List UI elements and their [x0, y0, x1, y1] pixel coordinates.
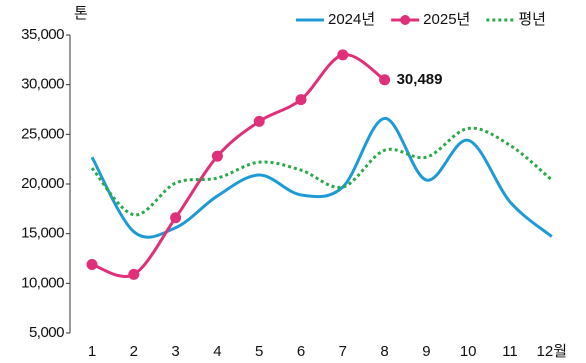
marker: [337, 49, 349, 61]
y-unit: 톤: [74, 5, 88, 22]
marker: [86, 258, 98, 270]
value-label: 30,489: [397, 71, 443, 88]
marker: [253, 115, 265, 127]
x-tick-label: 12월: [537, 343, 568, 360]
legend-label: 2025년: [423, 11, 470, 28]
x-tick-label: 3: [171, 343, 179, 360]
marker: [295, 94, 307, 106]
marker: [170, 212, 182, 224]
legend-label: 2024년: [328, 11, 375, 28]
marker: [379, 74, 391, 86]
y-tick-label: 25,000: [21, 125, 64, 142]
y-tick-label: 20,000: [21, 175, 64, 192]
x-tick-label: 9: [422, 343, 430, 360]
x-tick-label: 1: [88, 343, 96, 360]
x-tick-label: 8: [380, 343, 388, 360]
x-tick-label: 7: [339, 343, 347, 360]
y-tick-label: 10,000: [21, 274, 64, 291]
series-line: [91, 53, 386, 278]
x-tick-label: 11: [502, 343, 518, 360]
marker: [128, 268, 140, 280]
legend-marker: [400, 15, 411, 25]
x-tick-label: 2: [130, 343, 138, 360]
x-tick-label: 6: [297, 343, 305, 360]
y-tick-label: 35,000: [21, 26, 64, 43]
series-line: [90, 126, 553, 217]
marker: [211, 150, 223, 162]
series-line: [90, 116, 553, 239]
x-tick-label: 4: [213, 343, 221, 360]
y-tick-label: 5,000: [29, 324, 64, 341]
x-tick-label: 5: [255, 343, 263, 360]
y-tick-label: 15,000: [21, 225, 64, 242]
legend-label: 평년: [518, 11, 546, 28]
x-tick-label: 10: [460, 343, 477, 360]
y-tick-label: 30,000: [21, 76, 64, 93]
